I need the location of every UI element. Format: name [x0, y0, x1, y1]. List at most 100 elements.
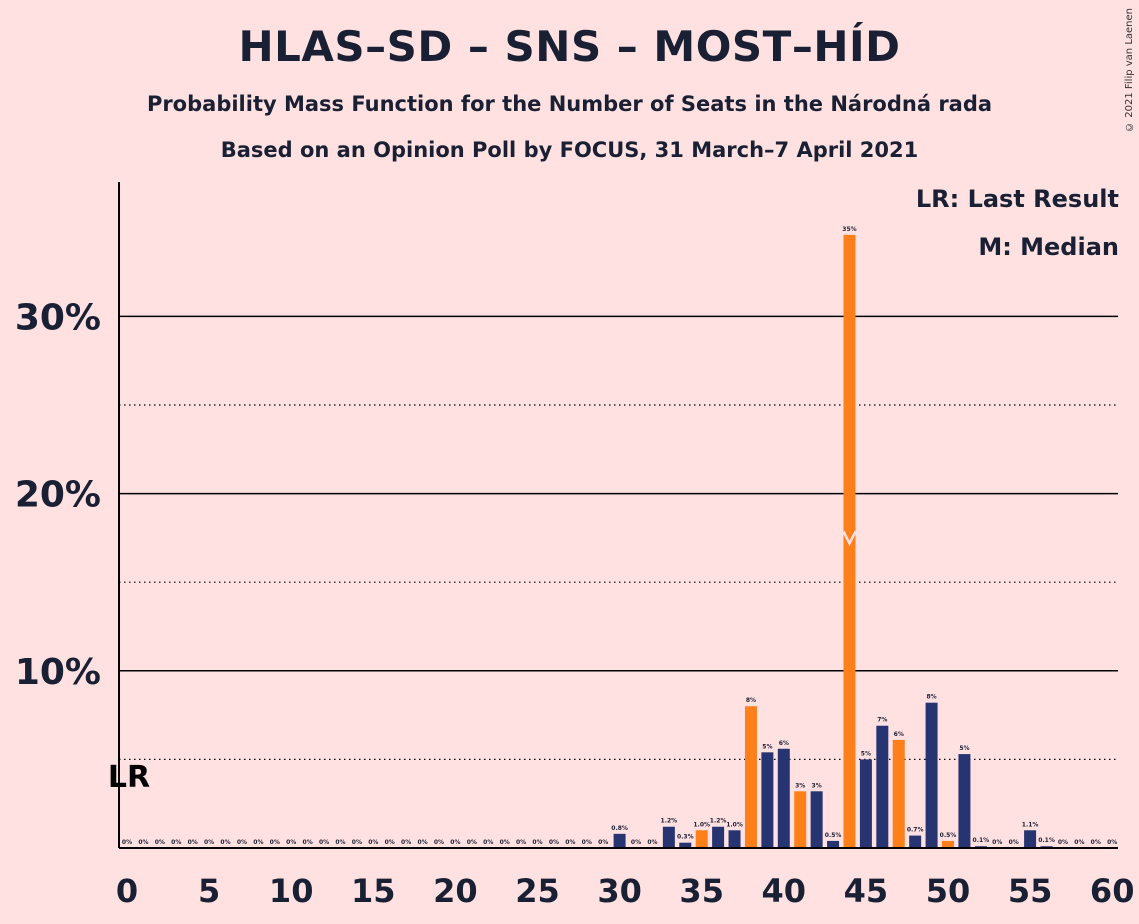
- data-label: 0%: [1107, 839, 1117, 846]
- data-label: 0%: [647, 839, 657, 846]
- x-tick-label: 25: [515, 872, 560, 910]
- data-label: 0%: [385, 839, 395, 846]
- data-label: 3%: [812, 782, 822, 789]
- data-label: 35%: [842, 226, 856, 233]
- data-label: 6%: [894, 731, 904, 738]
- bar-seat-34: [679, 842, 692, 848]
- x-tick-label: 20: [433, 872, 478, 910]
- bar-seat-40: [777, 748, 790, 848]
- bar-seat-30: [613, 833, 626, 848]
- bar-seat-35: [695, 830, 708, 848]
- x-tick-label: 50: [926, 872, 971, 910]
- data-label: 0%: [171, 839, 181, 846]
- bar-seat-43: [827, 840, 840, 848]
- x-tick-label: 10: [269, 872, 314, 910]
- data-label: 0%: [138, 839, 148, 846]
- data-label: 0%: [500, 839, 510, 846]
- bar-seat-47: [892, 739, 905, 848]
- x-tick-label: 40: [762, 872, 807, 910]
- x-tick-label: 45: [844, 872, 889, 910]
- data-label: 1.2%: [661, 818, 678, 825]
- data-label: 0.8%: [611, 825, 628, 832]
- x-tick-label: 30: [597, 872, 642, 910]
- data-label: 0%: [220, 839, 230, 846]
- data-label: 0%: [1009, 839, 1019, 846]
- bar-seat-51: [958, 754, 971, 848]
- data-label: 5%: [762, 743, 772, 750]
- data-label: 8%: [746, 697, 756, 704]
- data-label: 1.2%: [710, 818, 727, 825]
- bar-seat-46: [876, 725, 889, 848]
- data-label: 5%: [959, 745, 969, 752]
- bar-seat-55: [1024, 830, 1037, 848]
- data-label: 0%: [417, 839, 427, 846]
- median-marker: [842, 530, 857, 547]
- data-label: 0.1%: [1038, 837, 1055, 844]
- chart-subtitle: Probability Mass Function for the Number…: [146, 92, 993, 116]
- x-tick-label: 15: [351, 872, 396, 910]
- data-label: 0%: [253, 839, 263, 846]
- data-label: 0%: [188, 839, 198, 846]
- data-label: 0.7%: [907, 827, 924, 834]
- data-label: 0%: [1058, 839, 1068, 846]
- x-tick-label: 0: [116, 872, 138, 910]
- y-tick-label: 30%: [15, 297, 101, 338]
- bar-seat-45: [859, 759, 872, 848]
- data-label: 0%: [467, 839, 477, 846]
- last-result-label: LR: [108, 760, 150, 795]
- data-label: 0%: [1091, 839, 1101, 846]
- x-tick-label: 55: [1008, 872, 1053, 910]
- data-label: 0%: [237, 839, 247, 846]
- data-label: 7%: [877, 717, 887, 724]
- data-label: 0%: [992, 839, 1002, 846]
- data-label: 0%: [532, 839, 542, 846]
- data-label: 0%: [368, 839, 378, 846]
- data-label: 0%: [335, 839, 345, 846]
- bar-seat-49: [925, 702, 938, 848]
- data-label: 0%: [1074, 839, 1084, 846]
- data-label: 1.0%: [693, 821, 710, 828]
- data-label: 0%: [434, 839, 444, 846]
- data-label: 3%: [795, 782, 805, 789]
- data-label: 0.5%: [825, 832, 842, 839]
- data-label: 0.1%: [973, 837, 990, 844]
- chart-title: HLAS–SD – SNS – MOST–HÍD: [238, 22, 901, 71]
- bar-seat-50: [942, 840, 954, 848]
- data-label: 0%: [549, 839, 559, 846]
- bar-seat-48: [909, 835, 922, 848]
- data-label: 6%: [779, 740, 789, 747]
- data-label: 1.0%: [726, 821, 743, 828]
- data-label: 0%: [303, 839, 313, 846]
- bar-seat-38: [744, 706, 757, 848]
- chart-source: Based on an Opinion Poll by FOCUS, 31 Ma…: [220, 138, 919, 162]
- data-label: 0%: [270, 839, 280, 846]
- x-tick-label: 35: [679, 872, 724, 910]
- bar-seat-33: [662, 826, 675, 848]
- bar-seat-42: [810, 791, 823, 848]
- x-tick-label: 60: [1090, 872, 1135, 910]
- bar-seat-36: [712, 826, 725, 848]
- data-label: 8%: [926, 694, 936, 701]
- y-tick-label: 10%: [15, 652, 101, 693]
- data-label: 5%: [861, 750, 871, 757]
- data-label: 0%: [565, 839, 575, 846]
- data-label: 0%: [155, 839, 165, 846]
- data-label: 0%: [483, 839, 493, 846]
- data-label: 0%: [319, 839, 329, 846]
- data-label: 0%: [352, 839, 362, 846]
- legend-last-result: LR: Last Result: [915, 185, 1119, 213]
- data-label: 0%: [516, 839, 526, 846]
- data-label: 1.1%: [1022, 821, 1039, 828]
- data-label: 0%: [204, 839, 214, 846]
- data-label: 0.5%: [940, 832, 957, 839]
- data-label: 0%: [122, 839, 132, 846]
- data-label: 0%: [401, 839, 411, 846]
- data-label: 0%: [450, 839, 460, 846]
- data-label: 0%: [598, 839, 608, 846]
- data-label: 0.3%: [677, 834, 694, 841]
- bar-seat-37: [728, 830, 741, 848]
- bar-seat-41: [794, 791, 807, 848]
- data-label: 0%: [582, 839, 592, 846]
- bar-seat-39: [761, 752, 774, 848]
